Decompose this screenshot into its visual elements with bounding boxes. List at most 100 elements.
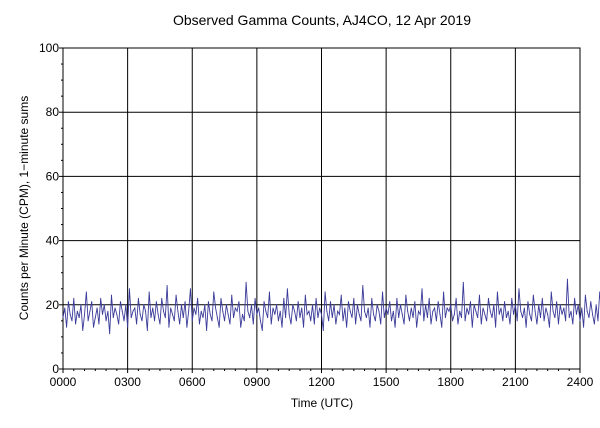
data-point bbox=[575, 313, 577, 315]
data-point bbox=[367, 307, 369, 309]
data-point bbox=[188, 310, 190, 312]
data-point bbox=[121, 310, 123, 312]
data-point bbox=[154, 320, 156, 322]
data-point bbox=[329, 301, 331, 303]
data-point bbox=[584, 294, 586, 296]
data-point bbox=[552, 310, 554, 312]
x-tick-label: 0600 bbox=[179, 375, 206, 389]
data-point bbox=[443, 291, 445, 293]
data-point bbox=[478, 294, 480, 296]
data-point bbox=[175, 294, 177, 296]
data-point bbox=[461, 317, 463, 319]
data-point bbox=[312, 304, 314, 306]
data-point bbox=[518, 288, 520, 290]
x-tick-label: 2400 bbox=[567, 375, 594, 389]
x-tick-label: 1500 bbox=[373, 375, 400, 389]
data-point bbox=[430, 323, 432, 325]
data-point bbox=[401, 313, 403, 315]
data-point bbox=[103, 304, 105, 306]
data-point bbox=[313, 323, 315, 325]
data-point bbox=[586, 310, 588, 312]
data-point bbox=[583, 326, 585, 328]
data-point bbox=[182, 317, 184, 319]
data-point bbox=[227, 313, 229, 315]
data-point bbox=[263, 301, 265, 303]
data-point bbox=[525, 326, 527, 328]
data-point bbox=[145, 310, 147, 312]
data-point bbox=[408, 320, 410, 322]
data-point bbox=[382, 291, 384, 293]
data-point bbox=[216, 317, 218, 319]
data-point bbox=[577, 304, 579, 306]
data-point bbox=[597, 320, 599, 322]
x-tick-label: 0900 bbox=[244, 375, 271, 389]
data-point bbox=[84, 313, 86, 315]
data-point bbox=[206, 329, 208, 331]
data-point bbox=[435, 320, 437, 322]
data-point bbox=[446, 307, 448, 309]
data-point bbox=[340, 294, 342, 296]
data-point bbox=[453, 313, 455, 315]
y-tick-label: 40 bbox=[46, 234, 60, 248]
data-point bbox=[403, 323, 405, 325]
data-point bbox=[213, 291, 215, 293]
data-point bbox=[259, 320, 261, 322]
y-axis-label: Counts per Minute (CPM), 1−minute sums bbox=[17, 96, 31, 320]
x-tick-label: 0000 bbox=[50, 375, 77, 389]
data-point bbox=[398, 317, 400, 319]
data-point bbox=[529, 313, 531, 315]
data-point bbox=[180, 304, 182, 306]
data-point bbox=[428, 297, 430, 299]
data-point bbox=[414, 301, 416, 303]
data-point bbox=[484, 313, 486, 315]
data-point bbox=[471, 326, 473, 328]
data-point bbox=[283, 297, 285, 299]
data-point bbox=[337, 310, 339, 312]
data-point bbox=[592, 313, 594, 315]
data-point bbox=[482, 307, 484, 309]
data-point bbox=[338, 313, 340, 315]
data-point bbox=[155, 301, 157, 303]
data-point bbox=[222, 310, 224, 312]
data-point bbox=[186, 326, 188, 328]
data-point bbox=[62, 317, 64, 319]
data-point bbox=[274, 313, 276, 315]
data-point bbox=[574, 297, 576, 299]
data-point bbox=[441, 326, 443, 328]
data-point bbox=[532, 294, 534, 296]
data-point bbox=[570, 310, 572, 312]
data-point bbox=[378, 310, 380, 312]
data-layer bbox=[62, 278, 600, 335]
y-tick-label: 80 bbox=[46, 105, 60, 119]
data-point bbox=[459, 310, 461, 312]
data-point bbox=[294, 310, 296, 312]
data-point bbox=[66, 326, 68, 328]
data-point bbox=[563, 307, 565, 309]
data-point bbox=[374, 320, 376, 322]
data-point bbox=[355, 323, 357, 325]
data-point bbox=[498, 313, 500, 315]
data-point bbox=[125, 304, 127, 306]
data-point bbox=[426, 317, 428, 319]
data-point bbox=[317, 317, 319, 319]
data-point bbox=[376, 304, 378, 306]
data-point bbox=[132, 310, 134, 312]
data-point bbox=[114, 307, 116, 309]
data-point bbox=[303, 326, 305, 328]
data-point bbox=[319, 307, 321, 309]
data-point bbox=[211, 320, 213, 322]
data-point bbox=[299, 317, 301, 319]
data-point bbox=[166, 285, 168, 287]
data-point bbox=[148, 291, 150, 293]
data-point bbox=[358, 313, 360, 315]
data-point bbox=[468, 313, 470, 315]
data-point bbox=[146, 329, 148, 331]
data-point bbox=[98, 323, 100, 325]
data-point bbox=[80, 304, 82, 306]
data-point bbox=[556, 301, 558, 303]
data-point bbox=[322, 329, 324, 331]
data-point bbox=[215, 307, 217, 309]
data-point bbox=[141, 320, 143, 322]
data-point bbox=[514, 304, 516, 306]
data-point bbox=[118, 323, 120, 325]
